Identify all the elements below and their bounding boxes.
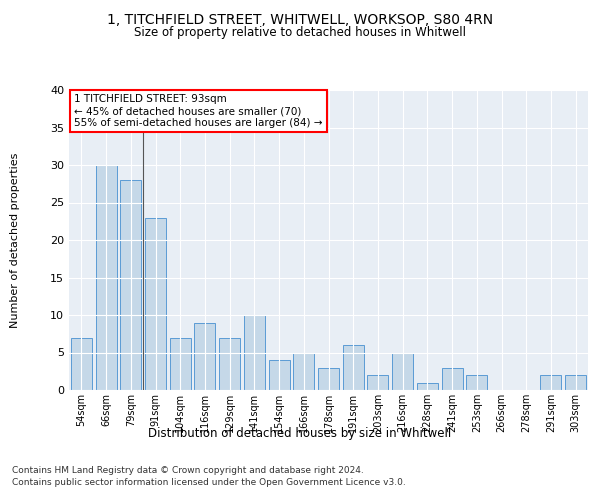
Bar	[95, 165, 116, 390]
Text: Contains public sector information licensed under the Open Government Licence v3: Contains public sector information licen…	[12, 478, 406, 487]
Text: 1 TITCHFIELD STREET: 93sqm
← 45% of detached houses are smaller (70)
55% of semi: 1 TITCHFIELD STREET: 93sqm ← 45% of deta…	[74, 94, 323, 128]
Text: 1, TITCHFIELD STREET, WHITWELL, WORKSOP, S80 4RN: 1, TITCHFIELD STREET, WHITWELL, WORKSOP,…	[107, 12, 493, 26]
Text: Distribution of detached houses by size in Whitwell: Distribution of detached houses by size …	[148, 428, 452, 440]
Bar	[442, 368, 463, 390]
Bar	[244, 315, 265, 390]
Bar	[466, 375, 487, 390]
Bar	[293, 352, 314, 390]
Bar	[71, 338, 92, 390]
Text: Contains HM Land Registry data © Crown copyright and database right 2024.: Contains HM Land Registry data © Crown c…	[12, 466, 364, 475]
Bar	[194, 322, 215, 390]
Bar	[417, 382, 438, 390]
Bar	[565, 375, 586, 390]
Bar	[343, 345, 364, 390]
Bar	[170, 338, 191, 390]
Bar	[392, 352, 413, 390]
Bar	[367, 375, 388, 390]
Bar	[318, 368, 339, 390]
Y-axis label: Number of detached properties: Number of detached properties	[10, 152, 20, 328]
Bar	[541, 375, 562, 390]
Text: Size of property relative to detached houses in Whitwell: Size of property relative to detached ho…	[134, 26, 466, 39]
Bar	[219, 338, 240, 390]
Bar	[269, 360, 290, 390]
Bar	[145, 218, 166, 390]
Bar	[120, 180, 141, 390]
